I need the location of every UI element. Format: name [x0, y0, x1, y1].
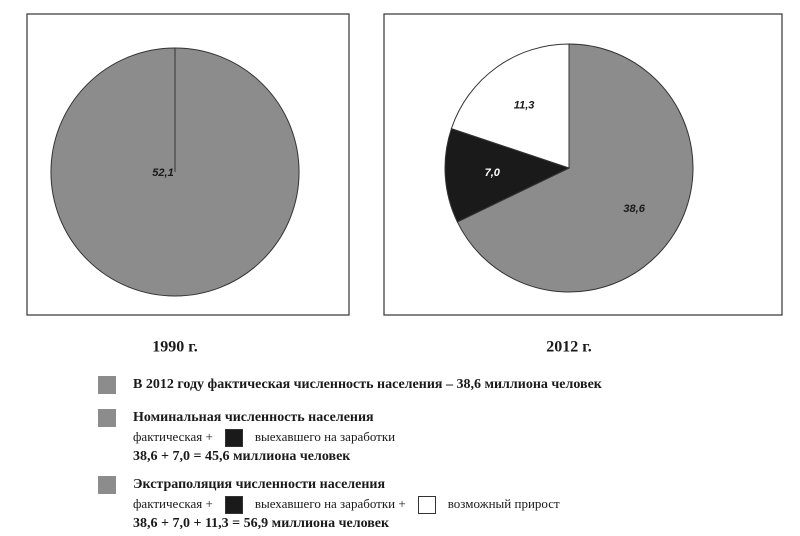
slice-label: 11,3: [514, 100, 535, 112]
legend-swatch: [224, 429, 243, 448]
legend-lines: Экстраполяция численности населения факти…: [133, 475, 560, 533]
legend-text: 38,6 + 7,0 = 45,6 миллиона человек: [133, 449, 351, 465]
legend-lines: В 2012 году фактическая численность насе…: [133, 375, 602, 394]
chart-frame: [383, 13, 783, 316]
legend-line: 38,6 + 7,0 = 45,6 миллиона человек: [133, 447, 395, 466]
legend-swatch: [417, 496, 436, 515]
legend-line: В 2012 году фактическая численность насе…: [133, 375, 602, 394]
legend-text: Экстраполяция численности населения: [133, 477, 386, 492]
legend-line: 38,6 + 7,0 + 11,3 = 56,9 миллиона челове…: [133, 514, 560, 533]
chart-frame: [26, 13, 350, 316]
legend-line: Номинальная численность населения: [133, 408, 395, 427]
legend-text: возможный прирост: [447, 496, 560, 511]
pie-slice: [450, 43, 570, 169]
chart-title: 2012 г.: [546, 339, 591, 356]
legend-line: фактическая + выехавшего на заработки: [133, 427, 396, 448]
legend-text: В 2012 году фактическая численность насе…: [133, 377, 602, 392]
legend-box: [98, 409, 116, 427]
legend-text: фактическая +: [133, 496, 213, 511]
legend-line: Экстраполяция численности населения: [133, 475, 560, 494]
slice-label: 38,6: [623, 203, 645, 215]
legend-text: фактическая +: [133, 429, 213, 444]
legend-box: [98, 476, 116, 494]
chart-title: 1990 г.: [152, 339, 197, 356]
legend-lines: Номинальная численность населения фактиче…: [133, 408, 395, 466]
legend-text: 38,6 + 7,0 + 11,3 = 56,9 миллиона челове…: [133, 516, 390, 532]
pie-slice: [444, 128, 571, 223]
legend-text: выехавшего на заработки +: [254, 496, 406, 511]
pie-slice: [456, 43, 694, 293]
legend-text: выехавшего на заработки: [254, 429, 396, 444]
legend-box: [98, 376, 116, 394]
legend-swatch: [224, 496, 243, 515]
slice-label: 7,0: [485, 167, 501, 179]
legend-line: фактическая + выехавшего на заработки + во…: [133, 494, 560, 515]
legend-text: Номинальная численность населения: [133, 410, 374, 425]
slice-label: 52,1: [152, 167, 173, 179]
